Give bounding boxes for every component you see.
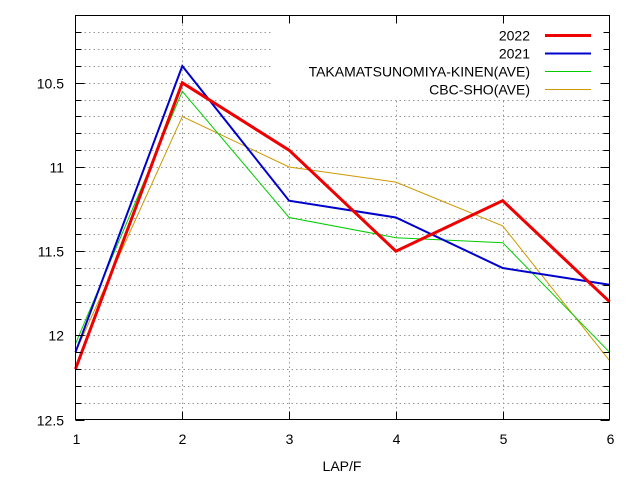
x-tick-label: 1 — [73, 431, 81, 447]
legend-label: TAKAMATSUNOMIYA-KINEN(AVE) — [309, 64, 530, 80]
y-tick-label: 11.5 — [38, 244, 64, 260]
series-line-2021 — [74, 63, 610, 353]
x-axis-label: LAP/F — [323, 458, 362, 474]
series-lines — [74, 63, 611, 370]
series-line-2022 — [74, 80, 611, 370]
x-tick-label: 6 — [607, 431, 615, 447]
y-tick-label: 12.5 — [37, 413, 64, 429]
legend-label: CBC-SHO(AVE) — [429, 82, 530, 98]
x-tick-label: 4 — [393, 431, 401, 447]
plot-frame — [75, 15, 610, 420]
x-tick-label: 2 — [179, 431, 187, 447]
legend: 2022 2021 TAKAMATSUNOMIYA-KINEN(AVE) CBC-SH… — [273, 24, 605, 100]
series-line-takamatsunomiya-kinen-ave — [75, 90, 610, 353]
x-tick-label: 3 — [286, 431, 294, 447]
y-tick-label: 11 — [49, 160, 64, 176]
series-line-cbc-sho-ave — [75, 115, 610, 361]
y-tick-label: 12 — [48, 328, 64, 344]
x-tick-label: 5 — [500, 431, 508, 447]
legend-label: 2022 — [499, 28, 530, 44]
legend-label: 2021 — [499, 46, 530, 62]
y-tick-label: 10.5 — [37, 76, 64, 92]
